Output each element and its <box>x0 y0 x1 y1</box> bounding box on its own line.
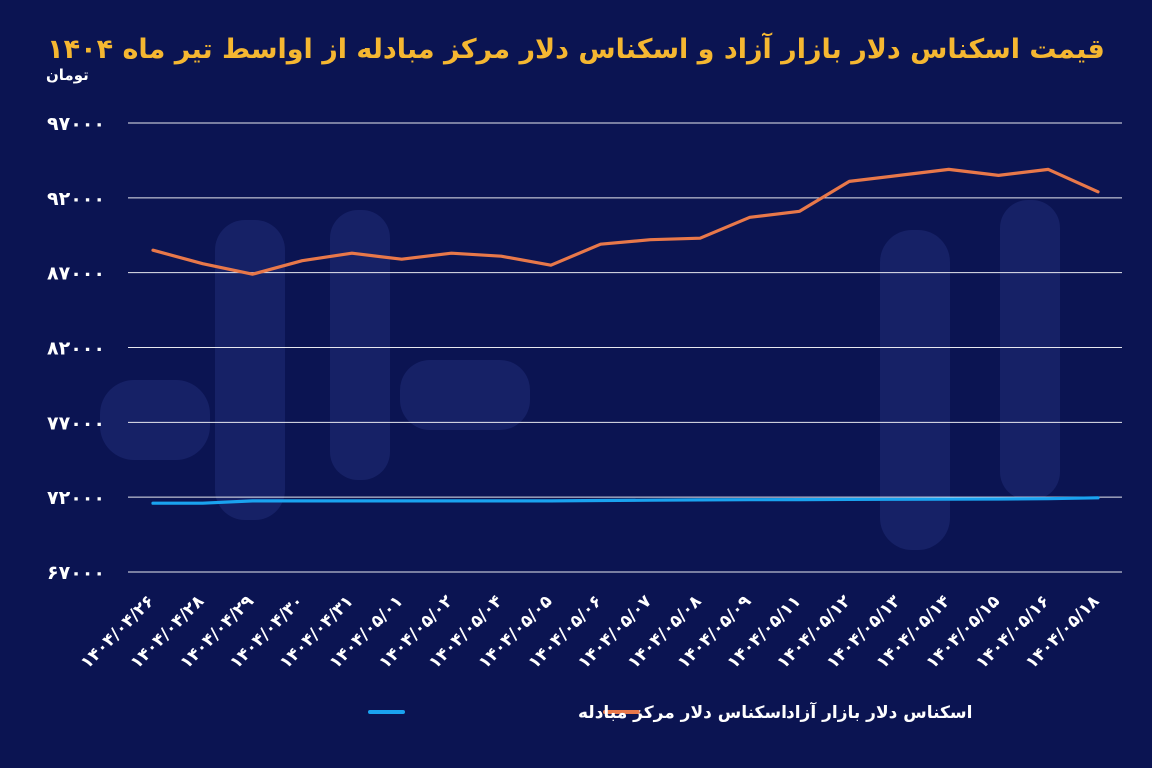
legend-label-exchange-center: اسکناس دلار مرکز مبادله <box>578 703 787 723</box>
series-line-exchange-center <box>151 496 1100 505</box>
series-line-free-market <box>151 167 1100 276</box>
gridlines <box>128 122 1122 573</box>
series-lines <box>151 167 1100 505</box>
legend: اسکناس دلار بازار آزاد اسکناس دلار مرکز … <box>368 701 972 723</box>
y-tick-label: ۸۷۰۰۰ <box>47 263 105 285</box>
y-axis-ticks: ۹۷۰۰۰ ۹۲۰۰۰ ۸۷۰۰۰ ۸۲۰۰۰ ۷۷۰۰۰ ۷۲۰۰۰ ۶۷۰۰۰ <box>47 113 105 584</box>
y-tick-label: ۷۷۰۰۰ <box>47 412 105 434</box>
y-tick-label: ۹۲۰۰۰ <box>47 188 105 210</box>
y-tick-label: ۹۷۰۰۰ <box>47 113 105 135</box>
y-tick-label: ۶۷۰۰۰ <box>47 562 105 584</box>
x-axis-ticks: ۱۴۰۴/۰۴/۲۶۱۴۰۴/۰۴/۲۸۱۴۰۴/۰۴/۲۹۱۴۰۴/۰۴/۳۰… <box>77 591 1104 673</box>
y-axis-unit-label: تومان <box>46 66 89 84</box>
legend-label-free-market: اسکناس دلار بازار آزاد <box>786 701 972 723</box>
watermark <box>100 200 1060 550</box>
y-tick-label: ۷۲۰۰۰ <box>47 487 105 509</box>
chart-title: قیمت اسکناس دلار بازار آزاد و اسکناس دلا… <box>47 32 1105 65</box>
y-tick-label: ۸۲۰۰۰ <box>47 338 105 360</box>
